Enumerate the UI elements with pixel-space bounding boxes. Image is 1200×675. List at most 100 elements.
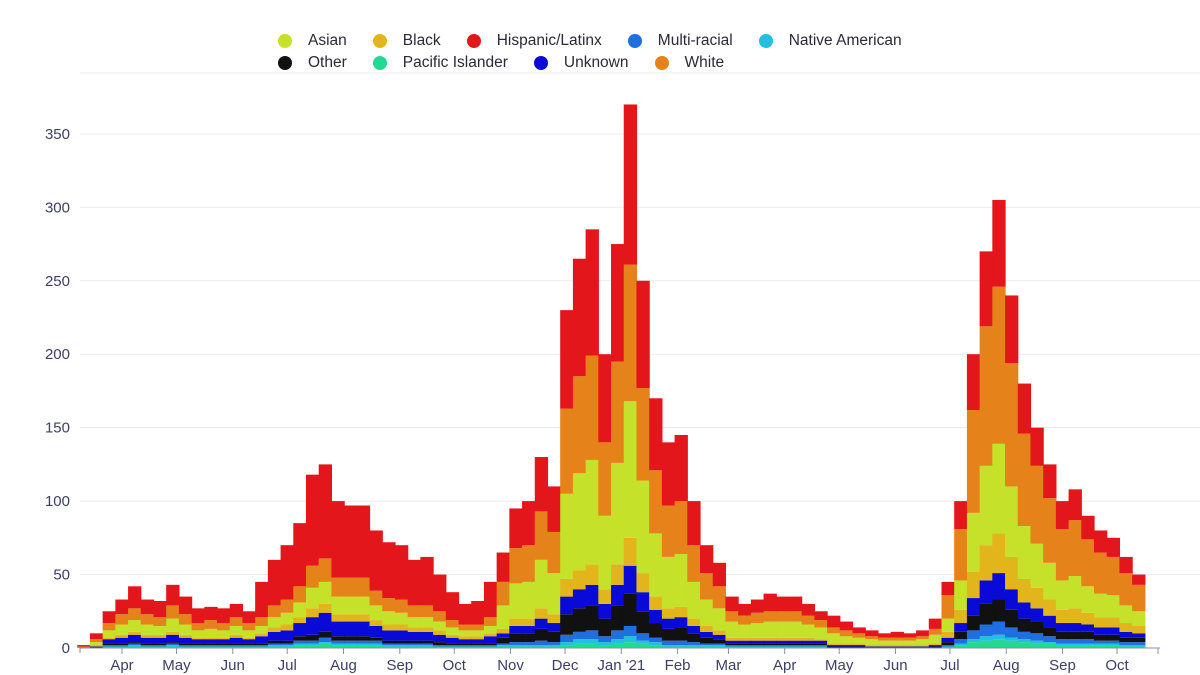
- bar-black[interactable]: [407, 627, 421, 632]
- bar-black[interactable]: [394, 624, 409, 631]
- bar-other[interactable]: [509, 633, 523, 643]
- bar-hispanic-latinx[interactable]: [649, 398, 663, 471]
- bar-hispanic-latinx[interactable]: [534, 457, 549, 512]
- bar-white[interactable]: [928, 628, 943, 635]
- bar-white[interactable]: [77, 646, 91, 648]
- bar-pacific-islander[interactable]: [293, 645, 307, 648]
- bar-hispanic-latinx[interactable]: [89, 633, 104, 640]
- bar-hispanic-latinx[interactable]: [229, 603, 244, 618]
- bar-black[interactable]: [1094, 617, 1108, 628]
- bar-black[interactable]: [1055, 609, 1070, 624]
- bar-white[interactable]: [178, 614, 193, 625]
- bar-hispanic-latinx[interactable]: [788, 596, 803, 612]
- bar-multi-racial[interactable]: [572, 631, 587, 640]
- bar-black[interactable]: [649, 596, 663, 610]
- bar-other[interactable]: [954, 631, 968, 640]
- bar-asian[interactable]: [763, 621, 777, 638]
- bar-asian[interactable]: [509, 583, 523, 619]
- bar-hispanic-latinx[interactable]: [738, 603, 752, 616]
- bar-white[interactable]: [954, 529, 968, 581]
- bar-black[interactable]: [255, 633, 269, 637]
- bar-other[interactable]: [776, 643, 790, 646]
- bar-black[interactable]: [763, 637, 777, 641]
- bar-asian[interactable]: [674, 553, 688, 607]
- bar-native-american[interactable]: [318, 642, 333, 644]
- bar-hispanic-latinx[interactable]: [661, 442, 676, 506]
- bar-asian[interactable]: [788, 621, 803, 638]
- bar-black[interactable]: [636, 573, 650, 593]
- bar-hispanic-latinx[interactable]: [852, 627, 866, 634]
- bar-black[interactable]: [865, 645, 879, 647]
- bar-other[interactable]: [1106, 634, 1121, 641]
- bar-black[interactable]: [293, 617, 307, 624]
- bar-hispanic-latinx[interactable]: [966, 354, 981, 411]
- bar-unknown[interactable]: [839, 645, 854, 647]
- bar-unknown[interactable]: [966, 598, 981, 616]
- bar-unknown[interactable]: [928, 645, 943, 647]
- bar-pacific-islander[interactable]: [178, 646, 193, 648]
- bar-hispanic-latinx[interactable]: [178, 596, 193, 615]
- bar-black[interactable]: [903, 645, 917, 647]
- bar-hispanic-latinx[interactable]: [191, 608, 205, 624]
- bar-native-american[interactable]: [267, 645, 282, 647]
- bar-white[interactable]: [242, 623, 256, 631]
- bar-black[interactable]: [140, 634, 155, 638]
- bar-asian[interactable]: [979, 465, 993, 546]
- bar-asian[interactable]: [331, 596, 345, 615]
- bar-pacific-islander[interactable]: [344, 645, 358, 648]
- bar-black[interactable]: [420, 627, 434, 632]
- bar-asian[interactable]: [255, 625, 269, 634]
- bar-native-american[interactable]: [623, 636, 638, 643]
- bar-black[interactable]: [1132, 625, 1146, 634]
- bar-unknown[interactable]: [763, 640, 777, 644]
- bar-asian[interactable]: [814, 627, 828, 640]
- bar-hispanic-latinx[interactable]: [776, 596, 790, 612]
- bar-black[interactable]: [191, 637, 205, 640]
- bar-white[interactable]: [763, 611, 777, 622]
- bar-pacific-islander[interactable]: [166, 646, 180, 648]
- bar-other[interactable]: [598, 618, 612, 637]
- bar-pacific-islander[interactable]: [649, 645, 663, 648]
- bar-multi-racial[interactable]: [814, 645, 828, 647]
- bar-hispanic-latinx[interactable]: [636, 280, 650, 388]
- bar-other[interactable]: [827, 646, 841, 648]
- bar-hispanic-latinx[interactable]: [267, 559, 282, 606]
- bar-black[interactable]: [166, 631, 180, 635]
- bar-asian[interactable]: [890, 640, 904, 646]
- bar-hispanic-latinx[interactable]: [242, 611, 256, 624]
- bar-black[interactable]: [839, 643, 854, 646]
- bar-black[interactable]: [712, 630, 727, 635]
- bar-unknown[interactable]: [992, 573, 1006, 600]
- bar-native-american[interactable]: [674, 645, 688, 647]
- bar-black[interactable]: [560, 578, 574, 597]
- bar-unknown[interactable]: [140, 637, 155, 644]
- bar-native-american[interactable]: [1005, 637, 1019, 641]
- bar-white[interactable]: [903, 637, 917, 641]
- bar-asian[interactable]: [356, 596, 371, 615]
- bar-unknown[interactable]: [1094, 627, 1108, 635]
- bar-hispanic-latinx[interactable]: [611, 244, 625, 362]
- bar-pacific-islander[interactable]: [140, 646, 155, 648]
- bar-white[interactable]: [661, 505, 676, 557]
- bar-multi-racial[interactable]: [458, 645, 472, 647]
- bar-pacific-islander[interactable]: [267, 646, 282, 648]
- bar-native-american[interactable]: [585, 639, 599, 644]
- bar-asian[interactable]: [877, 640, 892, 646]
- bar-other[interactable]: [407, 640, 421, 644]
- bar-native-american[interactable]: [509, 645, 523, 647]
- bar-pacific-islander[interactable]: [318, 643, 333, 648]
- bar-hispanic-latinx[interactable]: [483, 581, 498, 618]
- bar-other[interactable]: [318, 631, 333, 638]
- bar-multi-racial[interactable]: [128, 643, 142, 646]
- bar-asian[interactable]: [407, 617, 421, 628]
- bar-pacific-islander[interactable]: [623, 642, 638, 648]
- bar-multi-racial[interactable]: [1030, 633, 1044, 641]
- bar-hispanic-latinx[interactable]: [700, 545, 714, 574]
- bar-hispanic-latinx[interactable]: [382, 542, 396, 599]
- bar-asian[interactable]: [318, 581, 333, 604]
- bar-black[interactable]: [661, 608, 676, 619]
- bar-asian[interactable]: [738, 624, 752, 638]
- bar-white[interactable]: [865, 636, 879, 640]
- bar-white[interactable]: [471, 624, 485, 631]
- bar-native-american[interactable]: [712, 645, 727, 647]
